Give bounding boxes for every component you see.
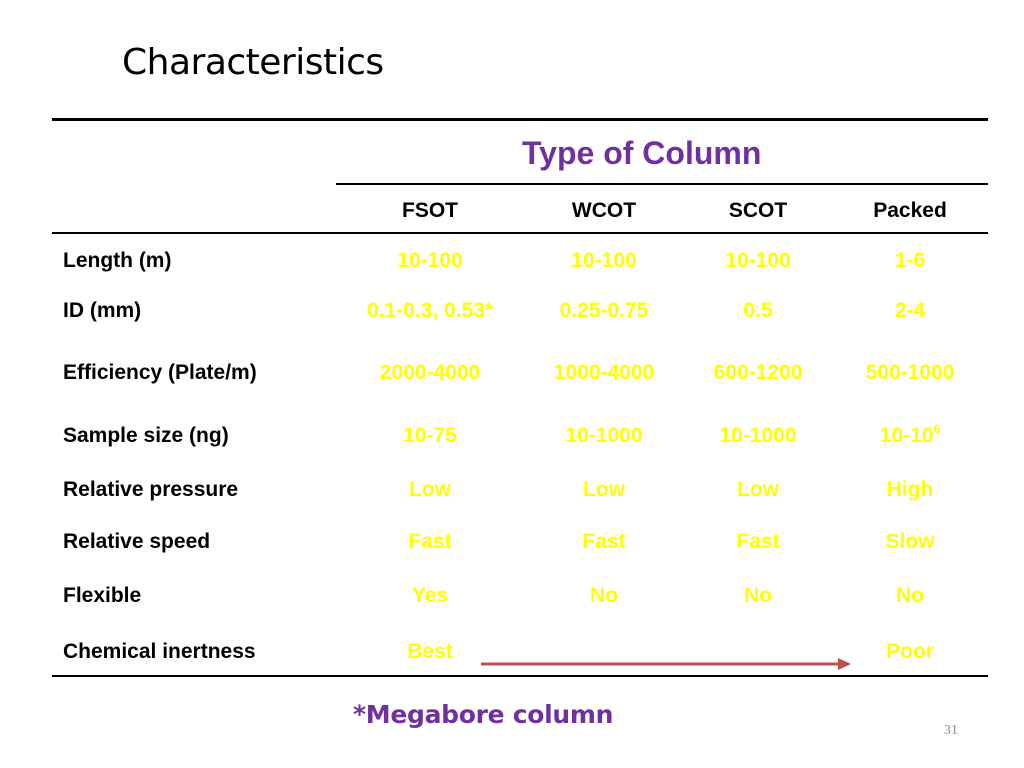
cell-pressure-packed: High [886, 478, 934, 501]
cell-pressure-wcot: Low [583, 478, 625, 501]
cell-pressure-scot: Low [737, 478, 779, 501]
slide-title: Characteristics [122, 42, 384, 83]
group-header-rule [336, 183, 988, 185]
column-header-fsot: FSOT [402, 199, 458, 222]
cell-speed-scot: Fast [736, 530, 780, 553]
table-bottom-rule [52, 675, 988, 677]
row-label-relative-speed: Relative speed [63, 530, 211, 553]
cell-efficiency-fsot: 2000-4000 [379, 361, 481, 384]
cell-flexible-fsot: Yes [411, 584, 449, 607]
row-label-id: ID (mm) [63, 299, 142, 322]
cell-efficiency-packed: 500-1000 [865, 361, 955, 384]
row-label-chemical-inertness: Chemical inertness [63, 640, 256, 663]
cell-length-scot: 10-100 [725, 249, 791, 272]
arrow-head [838, 658, 851, 670]
cell-speed-wcot: Fast [582, 530, 626, 553]
row-label-sample-size: Sample size (ng) [63, 424, 229, 447]
column-header-rule [52, 232, 988, 234]
cell-flexible-wcot: No [590, 584, 618, 607]
page-number: 31 [944, 723, 958, 738]
cell-speed-fsot: Fast [408, 530, 452, 553]
row-label-flexible: Flexible [63, 584, 142, 607]
cell-sample-size-fsot: 10-75 [403, 424, 457, 447]
cell-length-wcot: 10-100 [571, 249, 637, 272]
column-header-packed: Packed [873, 199, 947, 222]
cell-id-wcot: 0.25-0.75 [559, 299, 649, 322]
cell-length-packed: 1-6 [894, 249, 926, 272]
cell-efficiency-scot: 600-1200 [713, 361, 803, 384]
cell-flexible-packed: No [896, 584, 924, 607]
column-header-scot: SCOT [728, 199, 788, 222]
cell-id-scot: 0.5 [743, 299, 773, 322]
footnote: *Megabore column [353, 700, 614, 729]
cell-sample-size-packed: 10-106 [825, 422, 995, 448]
column-header-wcot: WCOT [571, 199, 637, 222]
table-top-rule [52, 118, 988, 121]
cell-id-packed: 2-4 [894, 299, 926, 322]
cell-inertness-packed: Poor [886, 640, 934, 663]
cell-length-fsot: 10-100 [397, 249, 463, 272]
cell-sample-size-packed-base: 10-10 [879, 424, 934, 447]
cell-sample-size-scot: 10-1000 [719, 424, 797, 447]
cell-speed-packed: Slow [885, 530, 935, 553]
table-group-header: Type of Column [522, 135, 762, 171]
cell-flexible-scot: No [744, 584, 772, 607]
cell-pressure-fsot: Low [409, 478, 451, 501]
cell-inertness-fsot: Best [407, 640, 453, 663]
cell-efficiency-wcot: 1000-4000 [553, 361, 655, 384]
row-label-efficiency: Efficiency (Plate/m) [63, 361, 257, 384]
row-label-relative-pressure: Relative pressure [63, 478, 239, 501]
cell-id-fsot: 0.1-0.3, 0.53* [366, 299, 494, 322]
row-label-length: Length (m) [63, 249, 172, 272]
cell-sample-size-wcot: 10-1000 [565, 424, 643, 447]
cell-sample-size-packed-exponent: 6 [933, 422, 941, 436]
